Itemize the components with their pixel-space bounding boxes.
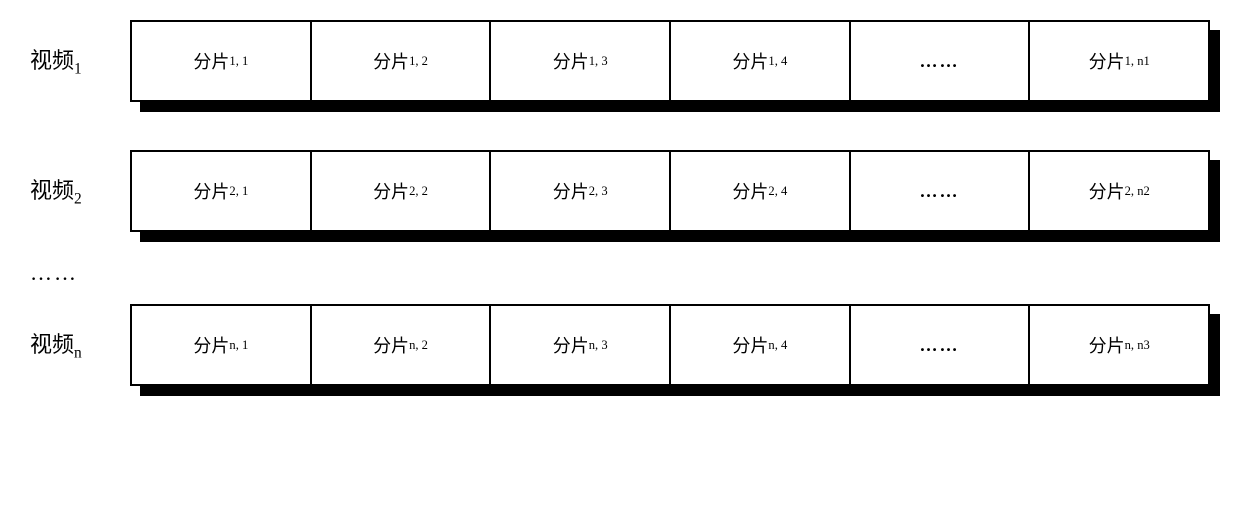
video-row: 视频2 分片2, 1 分片2, 2 分片2, 3 分片2, 4 …… 分片2, … bbox=[30, 150, 1210, 232]
segment-cell: 分片n, 4 bbox=[671, 306, 851, 384]
segment-cell: 分片n, 1 bbox=[132, 306, 312, 384]
segment-cell: 分片1, 2 bbox=[312, 22, 492, 100]
row-label: 视频2 bbox=[30, 173, 130, 208]
vertical-ellipsis: …… bbox=[30, 260, 1210, 286]
segment-cell: 分片n, 3 bbox=[491, 306, 671, 384]
segment-cell: 分片2, n2 bbox=[1030, 152, 1208, 230]
segment-cell: 分片1, 1 bbox=[132, 22, 312, 100]
segment-cell: 分片n, 2 bbox=[312, 306, 492, 384]
video-row: 视频n 分片n, 1 分片n, 2 分片n, 3 分片n, 4 …… 分片n, … bbox=[30, 304, 1210, 386]
segment-cell-ellipsis: …… bbox=[851, 306, 1031, 384]
strip: 分片1, 1 分片1, 2 分片1, 3 分片1, 4 …… 分片1, n1 bbox=[130, 20, 1210, 102]
segment-cell-ellipsis: …… bbox=[851, 22, 1031, 100]
strip: 分片2, 1 分片2, 2 分片2, 3 分片2, 4 …… 分片2, n2 bbox=[130, 150, 1210, 232]
segment-cell: 分片2, 2 bbox=[312, 152, 492, 230]
row-label: 视频n bbox=[30, 327, 130, 362]
segment-cell: 分片2, 4 bbox=[671, 152, 851, 230]
segment-cell: 分片2, 3 bbox=[491, 152, 671, 230]
strip: 分片n, 1 分片n, 2 分片n, 3 分片n, 4 …… 分片n, n3 bbox=[130, 304, 1210, 386]
segment-strip: 分片n, 1 分片n, 2 分片n, 3 分片n, 4 …… 分片n, n3 bbox=[130, 304, 1210, 386]
segment-strip: 分片2, 1 分片2, 2 分片2, 3 分片2, 4 …… 分片2, n2 bbox=[130, 150, 1210, 232]
segment-cell: 分片2, 1 bbox=[132, 152, 312, 230]
segment-cell: 分片1, n1 bbox=[1030, 22, 1208, 100]
row-label: 视频1 bbox=[30, 43, 130, 78]
segment-cell-ellipsis: …… bbox=[851, 152, 1031, 230]
video-row: 视频1 分片1, 1 分片1, 2 分片1, 3 分片1, 4 …… 分片1, … bbox=[30, 20, 1210, 102]
segment-cell: 分片1, 4 bbox=[671, 22, 851, 100]
segment-strip: 分片1, 1 分片1, 2 分片1, 3 分片1, 4 …… 分片1, n1 bbox=[130, 20, 1210, 102]
segment-cell: 分片n, n3 bbox=[1030, 306, 1208, 384]
segment-cell: 分片1, 3 bbox=[491, 22, 671, 100]
